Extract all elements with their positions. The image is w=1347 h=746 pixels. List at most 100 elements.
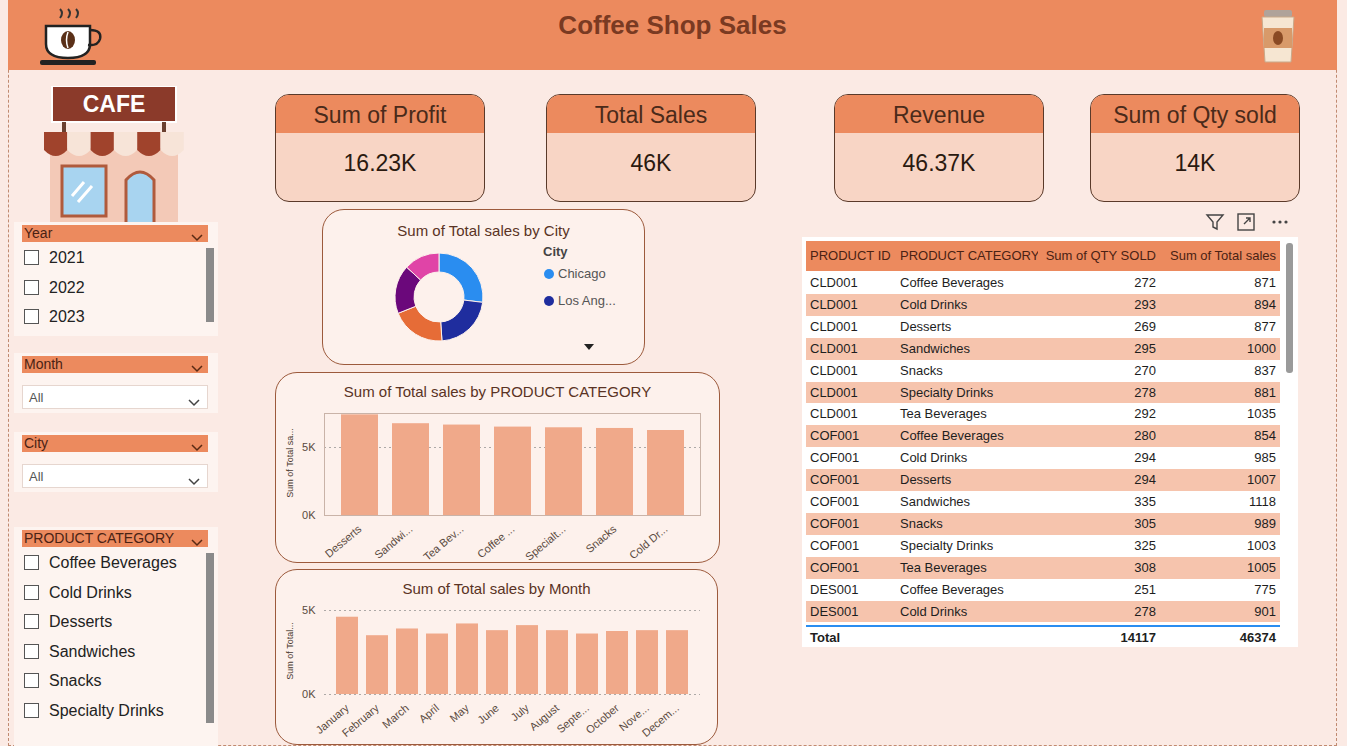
html-text:Snacks: Snacks	[900, 515, 943, 531]
svg-text:Los Ang...: Los Ang...	[558, 293, 616, 308]
html-text:Cold Drinks: Cold Drinks	[49, 583, 132, 601]
html-text:989: 989	[1254, 515, 1276, 531]
html-text:46.37K: 46.37K	[902, 150, 976, 176]
html-text:Desserts: Desserts	[900, 472, 952, 488]
html-text:985: 985	[1254, 450, 1276, 466]
svg-text:CAFE: CAFE	[83, 91, 146, 117]
svg-text:Chicago: Chicago	[558, 266, 606, 281]
html-text:Month: Month	[24, 356, 63, 372]
svg-text:0K: 0K	[302, 688, 316, 700]
html-text:2023: 2023	[49, 308, 85, 325]
html-text:COF001: COF001	[810, 450, 860, 466]
html-text:308: 308	[1134, 559, 1156, 575]
html-text:CLD001: CLD001	[810, 340, 858, 356]
html-text:293: 293	[1134, 296, 1156, 312]
html-text:292: 292	[1134, 406, 1156, 422]
html-text:COF001: COF001	[810, 472, 860, 488]
html-text:Specialty Drinks: Specialty Drinks	[49, 701, 164, 719]
html-text:1035: 1035	[1247, 406, 1276, 422]
svg-text:Tea Bev...: Tea Bev...	[421, 523, 466, 563]
html-text:Sandwiches: Sandwiches	[49, 642, 136, 660]
html-text:854: 854	[1254, 428, 1276, 444]
html-text:294: 294	[1134, 450, 1156, 466]
svg-text:0K: 0K	[302, 509, 316, 521]
svg-text:Specialt...: Specialt...	[523, 523, 568, 563]
html-text:2022: 2022	[49, 278, 85, 296]
html-text:Specialty Drinks: Specialty Drinks	[900, 537, 994, 553]
html-text:Cold Drinks: Cold Drinks	[900, 450, 968, 466]
html-text:46K: 46K	[630, 150, 672, 176]
html-text:2021: 2021	[49, 249, 85, 266]
html-text:Sum of Total sales by Month: Sum of Total sales by Month	[402, 580, 591, 597]
html-text:COF001: COF001	[810, 428, 860, 444]
svg-text:Coffee ...: Coffee ...	[475, 523, 517, 561]
html-text:280: 280	[1134, 428, 1156, 444]
html-text:Sum of Total sales by PRODUCT: Sum of Total sales by PRODUCT CATEGORY	[343, 383, 652, 400]
html-text:305: 305	[1134, 515, 1156, 531]
html-text:Revenue: Revenue	[893, 102, 985, 128]
svg-text:January: January	[313, 701, 351, 736]
html-text:14K: 14K	[1174, 150, 1216, 176]
svg-text:5K: 5K	[302, 441, 316, 453]
html-text:Desserts: Desserts	[49, 613, 113, 630]
svg-text:Snacks: Snacks	[583, 522, 619, 555]
html-text:Year: Year	[24, 225, 53, 241]
html-text:894: 894	[1254, 296, 1276, 312]
svg-text:October: October	[583, 701, 621, 736]
html-text:Coffee Beverages: Coffee Beverages	[900, 428, 1004, 444]
svg-text:Sandwi...: Sandwi...	[372, 523, 414, 561]
html-text:COF001: COF001	[810, 515, 860, 531]
html-text:COF001: COF001	[810, 559, 860, 575]
svg-text:June: June	[475, 702, 501, 727]
html-text:CLD001: CLD001	[810, 362, 858, 378]
html-text:881: 881	[1254, 384, 1276, 400]
html-text:CLD001: CLD001	[810, 318, 858, 334]
svg-text:Septe...: Septe...	[554, 701, 591, 736]
html-text:Sum of Total sales by City: Sum of Total sales by City	[397, 222, 570, 239]
html-text:877: 877	[1254, 318, 1276, 334]
svg-text:February: February	[340, 701, 382, 739]
html-text:1000: 1000	[1247, 340, 1276, 356]
html-text:Specialty Drinks: Specialty Drinks	[900, 384, 994, 400]
html-text:Sum of Qty sold: Sum of Qty sold	[1113, 102, 1277, 128]
svg-text:July: July	[508, 701, 531, 723]
html-text:1007: 1007	[1247, 472, 1276, 488]
html-text:325: 325	[1134, 537, 1156, 553]
html-text:Total Sales: Total Sales	[594, 102, 708, 128]
html-text:269: 269	[1134, 318, 1156, 334]
svg-text:5K: 5K	[302, 604, 316, 616]
html-text:CLD001: CLD001	[810, 296, 858, 312]
html-text:270: 270	[1134, 362, 1156, 378]
html-text:278: 278	[1134, 384, 1156, 400]
svg-text:Decem...: Decem...	[640, 702, 681, 739]
html-text:1003: 1003	[1247, 537, 1276, 553]
svg-text:Nove...: Nove...	[616, 701, 651, 734]
html-text:COF001: COF001	[810, 537, 860, 553]
html-text:Sandwiches: Sandwiches	[900, 340, 971, 356]
html-text:837: 837	[1254, 362, 1276, 378]
html-text:294: 294	[1134, 472, 1156, 488]
html-text:Snacks: Snacks	[900, 362, 943, 378]
html-text:CLD001: CLD001	[810, 406, 858, 422]
html-text:1005: 1005	[1247, 559, 1276, 575]
html-text:Tea Beverages: Tea Beverages	[900, 559, 987, 575]
svg-text:April: April	[416, 702, 441, 725]
html-text:Coffee Beverages: Coffee Beverages	[49, 554, 177, 571]
html-text:PRODUCT CATEGORY: PRODUCT CATEGORY	[24, 530, 175, 546]
html-text:City: City	[24, 435, 49, 451]
svg-text:Desserts: Desserts	[323, 522, 364, 559]
html-text:CLD001: CLD001	[810, 384, 858, 400]
html-text:Tea Beverages: Tea Beverages	[900, 406, 987, 422]
html-text:Coffee Shop Sales: Coffee Shop Sales	[558, 10, 787, 40]
html-text:16.23K: 16.23K	[343, 150, 417, 176]
svg-text:May: May	[447, 701, 471, 724]
html-text:Cold Drinks: Cold Drinks	[900, 296, 968, 312]
svg-text:March: March	[380, 702, 411, 731]
html-text:295: 295	[1134, 340, 1156, 356]
svg-text:City: City	[543, 244, 568, 259]
html-text:Desserts: Desserts	[900, 318, 952, 334]
html-text:Sum of Profit: Sum of Profit	[313, 102, 447, 128]
svg-text:August: August	[527, 701, 561, 733]
html-text:Snacks: Snacks	[49, 672, 102, 689]
svg-text:Cold Dr...: Cold Dr...	[627, 523, 670, 562]
